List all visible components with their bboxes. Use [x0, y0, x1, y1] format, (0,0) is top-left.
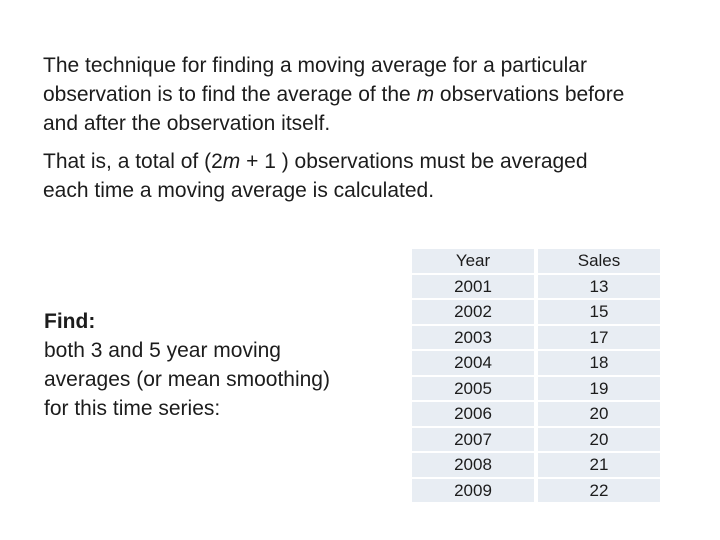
- text-segment: each time a moving average is calculated…: [43, 179, 435, 202]
- find-task-block: Find: both 3 and 5 year moving averages (o…: [44, 307, 330, 423]
- table-cell: 2003: [412, 325, 534, 349]
- text-line: observation is to find the average of th…: [43, 80, 624, 109]
- table-row: 2005 19: [412, 376, 660, 400]
- text-segment: both 3 and 5 year moving: [44, 339, 281, 362]
- table-row: 2002 15: [412, 300, 660, 324]
- table-cell: 2007: [412, 427, 534, 451]
- table-cell: 2002: [412, 300, 534, 324]
- intro-paragraph: The technique for finding a moving avera…: [43, 51, 624, 138]
- text-line: and after the observation itself.: [43, 109, 624, 138]
- table-cell: 2005: [412, 376, 534, 400]
- table-cell: 22: [538, 478, 660, 502]
- total-observations-paragraph: That is, a total of (2m + 1 ) observatio…: [43, 147, 588, 205]
- text-segment: + 1 ) observations must be averaged: [240, 150, 588, 173]
- table-header-row: Year Sales: [412, 249, 660, 273]
- text-segment: for this time series:: [44, 397, 221, 420]
- text-line: Find:: [44, 307, 330, 336]
- table-cell: 2006: [412, 402, 534, 426]
- italic-variable-m: m: [416, 83, 435, 106]
- table-cell: 21: [538, 453, 660, 477]
- table-cell: 2001: [412, 274, 534, 298]
- table-cell: 18: [538, 351, 660, 375]
- text-line: both 3 and 5 year moving: [44, 336, 330, 365]
- table-row: 2003 17: [412, 325, 660, 349]
- table-cell: 2008: [412, 453, 534, 477]
- text-line: for this time series:: [44, 394, 330, 423]
- table-row: 2006 20: [412, 402, 660, 426]
- table-cell: 2004: [412, 351, 534, 375]
- table-row: 2008 21: [412, 453, 660, 477]
- table-header-cell: Sales: [538, 249, 660, 273]
- table-cell: 13: [538, 274, 660, 298]
- text-segment: observation is to find the average of th…: [43, 83, 417, 106]
- table-cell: 20: [538, 427, 660, 451]
- text-line: The technique for finding a moving avera…: [43, 51, 624, 80]
- table-row: 2004 18: [412, 351, 660, 375]
- text-line: That is, a total of (2m + 1 ) observatio…: [43, 147, 588, 176]
- table-header-cell: Year: [412, 249, 534, 273]
- table-row: 2009 22: [412, 478, 660, 502]
- text-segment: observations before: [434, 83, 625, 106]
- text-segment: and after the observation itself.: [43, 112, 331, 135]
- table-row: 2007 20: [412, 427, 660, 451]
- text-line: averages (or mean smoothing): [44, 365, 330, 394]
- table-cell: 20: [538, 402, 660, 426]
- year-sales-table: Year Sales 2001 13 2002 15 2003 17 2004 18 2005 19 2…: [412, 249, 660, 504]
- italic-variable-m: m: [222, 150, 241, 173]
- bold-text: Find:: [44, 310, 96, 333]
- text-segment: averages (or mean smoothing): [44, 368, 330, 391]
- table-row: 2001 13: [412, 274, 660, 298]
- text-segment: That is, a total of (2: [43, 150, 223, 173]
- text-line: each time a moving average is calculated…: [43, 176, 588, 205]
- text-segment: The technique for finding a moving avera…: [43, 54, 587, 77]
- table-cell: 19: [538, 376, 660, 400]
- table-cell: 2009: [412, 478, 534, 502]
- table-cell: 17: [538, 325, 660, 349]
- table-cell: 15: [538, 300, 660, 324]
